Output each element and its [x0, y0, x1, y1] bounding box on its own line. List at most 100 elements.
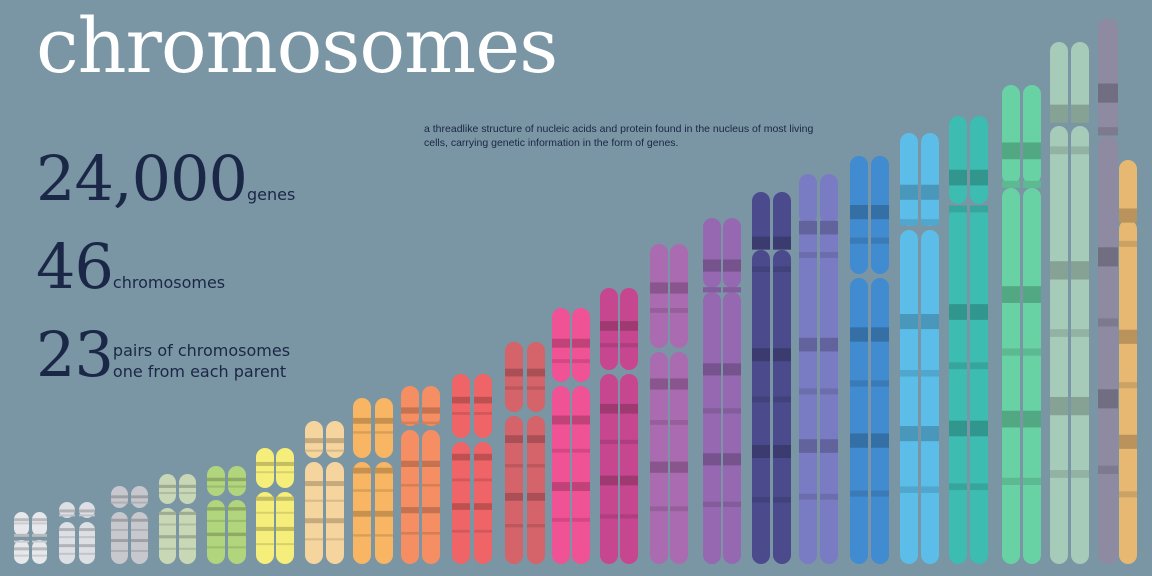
chromosome-22-right-band	[1071, 104, 1089, 123]
chromosome-7-left-band	[305, 481, 323, 487]
chromosome-22-right-band	[1071, 261, 1089, 280]
chromosome-19-left-band	[900, 486, 918, 493]
page-title: chromosomes	[36, 1, 558, 90]
chromosome-10-left-band	[452, 396, 470, 404]
chromosome-9-left-band	[401, 460, 419, 467]
chromosome-15-left-band	[703, 259, 721, 272]
chromosome-11-left-band	[505, 524, 523, 528]
chromosome-8-right-band	[375, 417, 393, 424]
chromosome-6-right-band	[276, 471, 294, 474]
chromosome-20-left-band	[949, 420, 967, 437]
chromosome-18-left-band	[850, 204, 868, 220]
chromosome-18-right-band	[871, 433, 889, 448]
chromosome-13-left-band	[600, 403, 618, 414]
chromosome-16-right-band	[773, 348, 791, 362]
chromosome-19-left-q-arm	[900, 230, 918, 564]
chromosome-17-right-band	[820, 337, 838, 352]
chromosome-19-left-band	[900, 314, 918, 330]
chromosome-9-left-band	[401, 407, 419, 414]
chromosome-12-left-band	[552, 517, 570, 522]
chromosome-13-right-band	[620, 475, 638, 486]
chromosome-20-left-band	[949, 169, 967, 186]
chromosome-8-right-p-arm	[375, 398, 393, 458]
chromosome-23-single-band	[1098, 465, 1118, 474]
chromosome-4-left-band	[159, 492, 176, 494]
chromosome-1-left-q-arm	[14, 540, 29, 564]
chromosome-16-right-band	[773, 444, 791, 458]
chromosome-17-right-band	[820, 252, 838, 258]
chromosome-23-single-band	[1098, 389, 1118, 409]
chromosome-23-single-band	[1098, 127, 1118, 136]
chromosome-23-single-band	[1098, 83, 1118, 103]
chromosome-19-left-p-arm	[900, 133, 918, 226]
chromosome-17-left-q-arm	[799, 228, 817, 564]
chromosome-18-left-band	[850, 490, 868, 497]
chromosome-6-right-p-arm	[276, 448, 294, 488]
chromosome-11-left-p-arm	[505, 342, 523, 412]
chromosome-19-right-p-arm	[921, 133, 939, 226]
chromosome-13-left-band	[600, 439, 618, 444]
chromosome-10-right-band	[474, 503, 492, 510]
chromosome-9-right-band	[422, 407, 440, 414]
chromosome-20-left-band	[949, 483, 967, 491]
chromosome-24-single-band	[1119, 208, 1137, 223]
chromosome-2-right-band	[79, 528, 95, 532]
chromosome-10-left-band	[452, 478, 470, 482]
chromosome-3-right-band	[131, 495, 148, 499]
chromosome-20-right-band	[970, 169, 988, 186]
chromosome-5-left-band	[207, 477, 225, 482]
chromosome-3-left-band	[111, 501, 128, 504]
chromosome-8-left-band	[353, 417, 371, 424]
chromosome-6-left-band	[256, 511, 274, 514]
chromosome-6-left-band	[256, 461, 274, 466]
chromosome-16-left-band	[752, 266, 770, 272]
chromosome-20-right-band	[970, 483, 988, 491]
chromosome-17-right-band	[820, 439, 838, 453]
chromosome-8-right-band	[375, 534, 393, 537]
chromosome-9-left-p-arm	[401, 386, 419, 426]
chromosome-2-right-band	[79, 552, 95, 555]
chromosome-11-right-band	[527, 492, 545, 501]
chromosome-5-left-band	[207, 507, 225, 511]
chromosome-15-right-band	[723, 408, 741, 414]
chromosome-17-right-band	[820, 493, 838, 500]
chromosome-14-left-band	[650, 420, 668, 425]
chromosome-10-left-band	[452, 529, 470, 533]
chromosome-11-right-band	[527, 524, 545, 528]
chromosome-4-left-band	[159, 547, 176, 550]
definition-text: a threadlike structure of nucleic acids …	[424, 123, 814, 149]
chromosome-9-right-p-arm	[422, 386, 440, 426]
chromosome-7-left-band	[305, 438, 323, 444]
chromosome-4-right-band	[179, 492, 196, 494]
chromosome-15-left-band	[703, 501, 721, 507]
chromosome-20-left-q-arm	[949, 208, 967, 564]
chromosome-9-left-band	[401, 421, 419, 425]
chromosome-10-right-band	[474, 453, 492, 461]
chromosome-2-right-band	[79, 514, 95, 517]
chromosome-20-right-p-arm	[970, 116, 988, 204]
chromosome-12-left-band	[552, 338, 570, 348]
chromosome-10-left-band	[452, 503, 470, 510]
chromosome-7-right-band	[326, 438, 344, 444]
chromosome-9-left-q-arm	[401, 430, 419, 564]
chromosome-22-left-band	[1050, 329, 1068, 337]
chromosome-13-left-band	[600, 514, 618, 519]
chromosome-4-right-band	[179, 547, 196, 550]
chromosome-9-left-band	[401, 531, 419, 535]
chromosome-1-left-band	[14, 554, 29, 557]
chromosome-10-right-band	[474, 396, 492, 404]
chromosome-3-right-band	[131, 528, 148, 531]
chromosome-9-left-band	[401, 507, 419, 514]
chromosome-9-right-band	[422, 507, 440, 514]
chromosome-21-right-band	[1023, 477, 1041, 485]
chromosome-1-left-band	[14, 522, 29, 525]
chromosome-22-left-band	[1050, 261, 1068, 280]
chromosome-10-right-band	[474, 478, 492, 482]
chromosome-24-single-band	[1119, 329, 1137, 344]
chromosome-1-left-band	[14, 533, 29, 537]
chromosome-1-right-band	[32, 518, 47, 522]
chromosome-15-right-p-arm	[723, 218, 741, 288]
chromosome-13-left-band	[600, 321, 618, 331]
chromosome-21-right-band	[1023, 410, 1041, 428]
